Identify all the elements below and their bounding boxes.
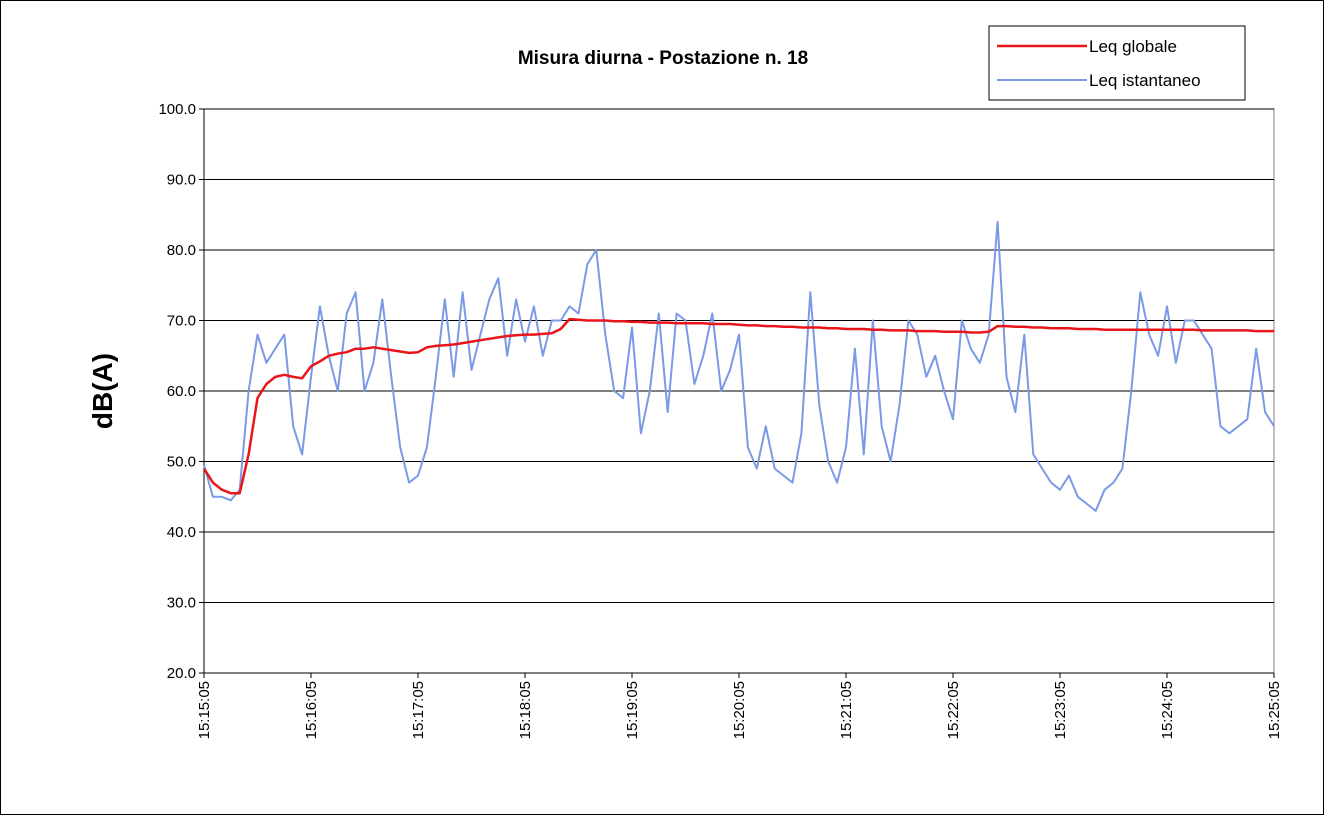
series-line	[202, 317, 1274, 495]
x-tick-label: 15:22:05	[945, 681, 962, 739]
y-axis-label: dB(A)	[87, 353, 118, 429]
y-tick-label: 90.0	[167, 172, 196, 189]
x-tick-label: 15:24:05	[1159, 681, 1176, 739]
x-tick-label: 15:25:05	[1266, 681, 1283, 739]
x-tick-label: 15:23:05	[1052, 681, 1069, 739]
y-tick-label: 30.0	[167, 595, 196, 612]
legend-box	[988, 25, 1246, 101]
y-tick-label: 50.0	[167, 454, 196, 471]
series-line	[203, 220, 1275, 512]
legend-label: Leq istantaneo	[1089, 71, 1201, 90]
x-tick-label: 15:15:05	[196, 681, 213, 739]
x-tick-label: 15:16:05	[303, 681, 320, 739]
y-tick-label: 40.0	[167, 524, 196, 541]
y-tick-label: 80.0	[167, 242, 196, 259]
legend-label: Leq globale	[1089, 37, 1177, 56]
y-tick-label: 100.0	[158, 101, 196, 118]
chart-title: Misura diurna - Postazione n. 18	[518, 48, 808, 69]
x-tick-label: 15:17:05	[410, 681, 427, 739]
y-tick-label: 20.0	[167, 665, 196, 682]
y-tick-label: 60.0	[167, 383, 196, 400]
x-tick-label: 15:18:05	[517, 681, 534, 739]
x-tick-label: 15:20:05	[731, 681, 748, 739]
x-tick-label: 15:19:05	[624, 681, 641, 739]
y-tick-label: 70.0	[167, 313, 196, 330]
x-tick-label: 15:21:05	[838, 681, 855, 739]
